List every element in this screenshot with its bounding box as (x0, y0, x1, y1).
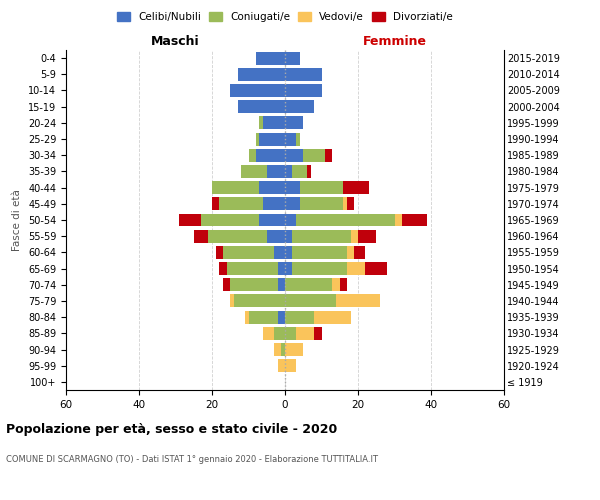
Text: COMUNE DI SCARMAGNO (TO) - Dati ISTAT 1° gennaio 2020 - Elaborazione TUTTITALIA.: COMUNE DI SCARMAGNO (TO) - Dati ISTAT 1°… (6, 455, 378, 464)
Bar (285, 198, 299, 210)
Bar (285, 149, 303, 162)
Bar (365, 262, 387, 275)
Bar (220, 262, 227, 275)
Bar (234, 294, 285, 308)
Bar (223, 246, 274, 259)
Bar (278, 310, 285, 324)
Bar (256, 52, 285, 64)
Bar (347, 246, 355, 259)
Bar (259, 181, 285, 194)
Bar (230, 294, 234, 308)
Bar (238, 100, 285, 113)
Bar (248, 310, 278, 324)
Bar (215, 246, 223, 259)
Bar (292, 262, 347, 275)
Bar (358, 230, 376, 242)
Bar (263, 327, 274, 340)
Bar (285, 100, 314, 113)
Bar (285, 84, 322, 97)
Bar (259, 116, 263, 130)
Bar (212, 181, 259, 194)
Bar (285, 214, 296, 226)
Y-axis label: Fasce di età: Fasce di età (13, 189, 22, 251)
Bar (274, 246, 285, 259)
Bar (285, 116, 303, 130)
Bar (281, 343, 285, 356)
Bar (336, 294, 380, 308)
Bar (267, 230, 285, 242)
Bar (208, 230, 267, 242)
Bar (285, 68, 322, 81)
Legend: Celibi/Nubili, Coniugati/e, Vedovi/e, Divorziati/e: Celibi/Nubili, Coniugati/e, Vedovi/e, Di… (113, 8, 457, 26)
Bar (259, 214, 285, 226)
Bar (347, 198, 355, 210)
Bar (238, 68, 285, 81)
Bar (278, 262, 285, 275)
Bar (299, 181, 343, 194)
Bar (274, 343, 281, 356)
Bar (307, 165, 311, 178)
Bar (230, 84, 285, 97)
Bar (340, 278, 347, 291)
Text: Popolazione per età, sesso e stato civile - 2020: Popolazione per età, sesso e stato civil… (6, 422, 337, 436)
Bar (212, 198, 220, 210)
Bar (267, 165, 285, 178)
Bar (292, 230, 351, 242)
Bar (285, 310, 314, 324)
Bar (285, 327, 296, 340)
Bar (285, 132, 296, 145)
Bar (285, 165, 292, 178)
Bar (241, 165, 267, 178)
Text: Femmine: Femmine (362, 34, 427, 48)
Bar (347, 262, 365, 275)
Bar (395, 214, 402, 226)
Bar (256, 132, 259, 145)
Bar (292, 246, 347, 259)
Bar (296, 132, 299, 145)
Bar (355, 246, 365, 259)
Bar (402, 214, 427, 226)
Bar (343, 198, 347, 210)
Bar (285, 294, 336, 308)
Bar (230, 278, 278, 291)
Bar (259, 132, 285, 145)
Bar (285, 230, 292, 242)
Bar (248, 149, 256, 162)
Bar (201, 214, 259, 226)
Bar (278, 278, 285, 291)
Bar (285, 278, 332, 291)
Bar (263, 198, 285, 210)
Bar (194, 230, 208, 242)
Bar (314, 327, 322, 340)
Bar (325, 149, 332, 162)
Bar (278, 359, 285, 372)
Bar (285, 262, 292, 275)
Bar (263, 116, 285, 130)
Bar (285, 246, 292, 259)
Bar (296, 327, 314, 340)
Bar (223, 278, 230, 291)
Bar (285, 343, 303, 356)
Bar (292, 165, 307, 178)
Bar (332, 278, 340, 291)
Bar (227, 262, 278, 275)
Bar (303, 149, 325, 162)
Bar (350, 230, 358, 242)
Bar (285, 52, 299, 64)
Bar (285, 181, 299, 194)
Bar (299, 198, 343, 210)
Bar (296, 214, 395, 226)
Bar (285, 359, 296, 372)
Bar (179, 214, 201, 226)
Bar (220, 198, 263, 210)
Bar (274, 327, 285, 340)
Bar (314, 310, 350, 324)
Bar (343, 181, 369, 194)
Bar (256, 149, 285, 162)
Bar (245, 310, 248, 324)
Text: Maschi: Maschi (151, 34, 200, 48)
